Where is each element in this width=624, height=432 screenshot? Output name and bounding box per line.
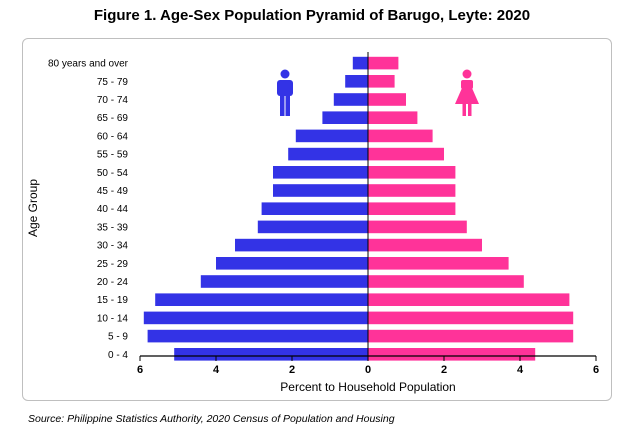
- female-bar: [368, 220, 467, 234]
- female-bar: [368, 257, 509, 270]
- category-label: 50 - 54: [97, 168, 129, 179]
- category-label: 70 - 74: [97, 95, 129, 106]
- chart-frame: [22, 38, 612, 401]
- category-label: 15 - 19: [97, 295, 129, 306]
- male-bar: [295, 129, 368, 143]
- male-bar: [257, 220, 368, 234]
- female-bar: [368, 129, 433, 143]
- male-bar: [345, 75, 368, 88]
- category-label: 0 - 4: [108, 350, 128, 361]
- female-bar: [368, 93, 406, 106]
- male-bar: [216, 257, 368, 270]
- bars-group: [143, 56, 574, 361]
- y-axis-label: Age Group: [26, 179, 40, 237]
- category-label: 5 - 9: [108, 332, 128, 343]
- category-label: 25 - 29: [97, 259, 129, 270]
- female-bar: [368, 348, 536, 361]
- category-label: 75 - 79: [97, 77, 129, 88]
- male-bar: [352, 56, 368, 70]
- figure-title: Figure 1. Age-Sex Population Pyramid of …: [93, 7, 531, 24]
- category-label: 10 - 14: [97, 313, 129, 324]
- female-bar: [368, 56, 399, 70]
- category-label: 80 years and over: [48, 59, 129, 70]
- male-bar: [273, 166, 368, 179]
- male-bar: [155, 293, 368, 306]
- female-bar: [368, 293, 570, 306]
- female-bar: [368, 329, 574, 343]
- category-label: 65 - 69: [97, 113, 129, 124]
- category-label: 35 - 39: [97, 222, 129, 233]
- x-tick-label: 0: [365, 364, 371, 376]
- category-label: 40 - 44: [97, 204, 129, 215]
- female-bar: [368, 184, 456, 197]
- female-bar: [368, 311, 574, 325]
- x-tick-label: 6: [593, 364, 599, 376]
- category-labels-group: 80 years and over 75 - 79 70 - 74 65 - 69 60…: [48, 59, 129, 361]
- female-bar: [368, 147, 444, 161]
- female-bar: [368, 202, 456, 215]
- male-bar: [288, 147, 368, 161]
- male-bar: [261, 202, 368, 215]
- male-bar: [322, 111, 368, 124]
- x-axis-group: 6 4 2 0 2 4 6: [137, 52, 599, 376]
- category-label: 60 - 64: [97, 131, 129, 142]
- male-bar: [200, 275, 368, 288]
- category-label: 45 - 49: [97, 186, 129, 197]
- female-bar: [368, 275, 524, 288]
- x-tick-label: 2: [441, 364, 447, 376]
- category-label: 30 - 34: [97, 241, 129, 252]
- male-bar: [235, 238, 368, 252]
- male-bar: [273, 184, 368, 197]
- female-bar: [368, 166, 456, 179]
- category-label: 55 - 59: [97, 150, 129, 161]
- category-label: 20 - 24: [97, 277, 129, 288]
- source-note: Source: Philippine Statistics Authority,…: [28, 413, 395, 425]
- male-bar: [333, 93, 368, 106]
- x-tick-label: 4: [517, 364, 524, 376]
- female-person-icon: [455, 69, 479, 116]
- x-tick-label: 4: [213, 364, 220, 376]
- x-axis-label: Percent to Household Population: [280, 380, 455, 394]
- male-bar: [143, 311, 368, 325]
- female-bar: [368, 238, 482, 252]
- male-bar: [174, 348, 368, 361]
- male-person-icon: [277, 69, 293, 116]
- x-tick-label: 6: [137, 364, 143, 376]
- male-bar: [147, 329, 368, 343]
- female-bar: [368, 75, 395, 88]
- x-tick-label: 2: [289, 364, 295, 376]
- female-bar: [368, 111, 418, 124]
